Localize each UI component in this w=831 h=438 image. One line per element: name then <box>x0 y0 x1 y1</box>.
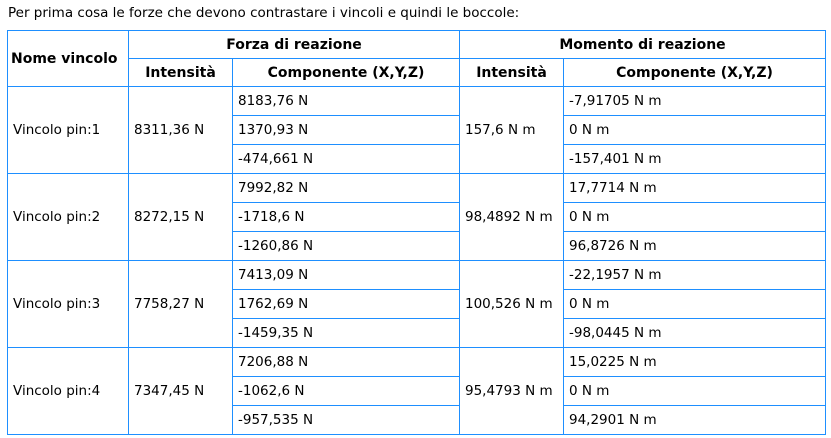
constraint-name: Vincolo pin:2 <box>7 173 129 261</box>
table-header-row-groups: Nome vincolo Forza di reazione Momento d… <box>7 30 827 87</box>
force-intensity: 8311,36 N <box>128 86 233 174</box>
moment-component-y: 0 N m <box>562 289 827 319</box>
table-row: -957,535 N 94,2901 N m <box>8 405 827 435</box>
intro-text: Per prima cosa le forze che devono contr… <box>8 5 520 21</box>
force-component-z: -474,661 N <box>232 144 460 174</box>
force-component-x: 7413,09 N <box>232 260 460 290</box>
force-intensity: 7758,27 N <box>128 260 233 348</box>
moment-component-x: 17,7714 N m <box>562 173 827 203</box>
moment-component-z: 94,2901 N m <box>562 405 827 435</box>
force-intensity: 7347,45 N <box>128 347 233 435</box>
table-row: -1062,6 N 0 N m <box>8 376 827 406</box>
table-row: Vincolo pin:4 7347,45 N 7206,88 N 95,479… <box>7 347 827 435</box>
force-component-y: 1762,69 N <box>232 289 460 319</box>
force-component-x: 8183,76 N <box>232 86 460 116</box>
moment-intensity: 98,4892 N m <box>459 173 564 261</box>
header-nome-vincolo: Nome vincolo <box>7 30 129 87</box>
table-row: -1260,86 N 96,8726 N m <box>8 231 827 261</box>
force-component-z: -1459,35 N <box>232 318 460 348</box>
moment-component-x: -22,1957 N m <box>562 260 827 290</box>
force-intensity: 8272,15 N <box>128 173 233 261</box>
force-component-x: 7206,88 N <box>232 347 460 377</box>
moment-intensity: 95,4793 N m <box>459 347 564 435</box>
reaction-table: Nome vincolo Forza di reazione Momento d… <box>7 30 827 435</box>
moment-component-y: 0 N m <box>562 115 827 145</box>
header-forza-componente: Componente (X,Y,Z) <box>232 58 460 87</box>
table-row: Vincolo pin:2 8272,15 N 7992,82 N 98,489… <box>7 173 827 261</box>
moment-component-y: 0 N m <box>562 202 827 232</box>
header-momento-componente: Componente (X,Y,Z) <box>562 58 827 87</box>
moment-intensity: 157,6 N m <box>459 86 564 174</box>
force-component-x: 7992,82 N <box>232 173 460 203</box>
header-momento-di-reazione: Momento di reazione <box>458 30 827 59</box>
moment-component-z: -98,0445 N m <box>562 318 827 348</box>
table-row: Vincolo pin:1 8311,36 N 8183,76 N 157,6 … <box>7 86 827 174</box>
moment-component-x: -7,91705 N m <box>562 86 827 116</box>
constraint-name: Vincolo pin:1 <box>7 86 129 174</box>
table-row: -1459,35 N -98,0445 N m <box>8 318 827 348</box>
table-row: -1718,6 N 0 N m <box>8 202 827 232</box>
constraint-name: Vincolo pin:4 <box>7 347 129 435</box>
header-forza-di-reazione: Forza di reazione <box>128 30 460 59</box>
moment-component-x: 15,0225 N m <box>562 347 827 377</box>
table-header-row-sub: Intensità Componente (X,Y,Z) Intensità C… <box>8 58 827 87</box>
table-row: 1762,69 N 0 N m <box>8 289 827 319</box>
table-row: 1370,93 N 0 N m <box>8 115 827 145</box>
force-component-z: -957,535 N <box>232 405 460 435</box>
force-component-y: 1370,93 N <box>232 115 460 145</box>
moment-component-z: -157,401 N m <box>562 144 827 174</box>
table-row: Vincolo pin:3 7758,27 N 7413,09 N 100,52… <box>7 260 827 348</box>
moment-intensity: 100,526 N m <box>459 260 564 348</box>
moment-component-y: 0 N m <box>562 376 827 406</box>
constraint-name: Vincolo pin:3 <box>7 260 129 348</box>
header-forza-intensita: Intensità <box>128 58 233 87</box>
force-component-z: -1260,86 N <box>232 231 460 261</box>
force-component-y: -1062,6 N <box>232 376 460 406</box>
header-momento-intensita: Intensità <box>459 58 564 87</box>
force-component-y: -1718,6 N <box>232 202 460 232</box>
moment-component-z: 96,8726 N m <box>562 231 827 261</box>
